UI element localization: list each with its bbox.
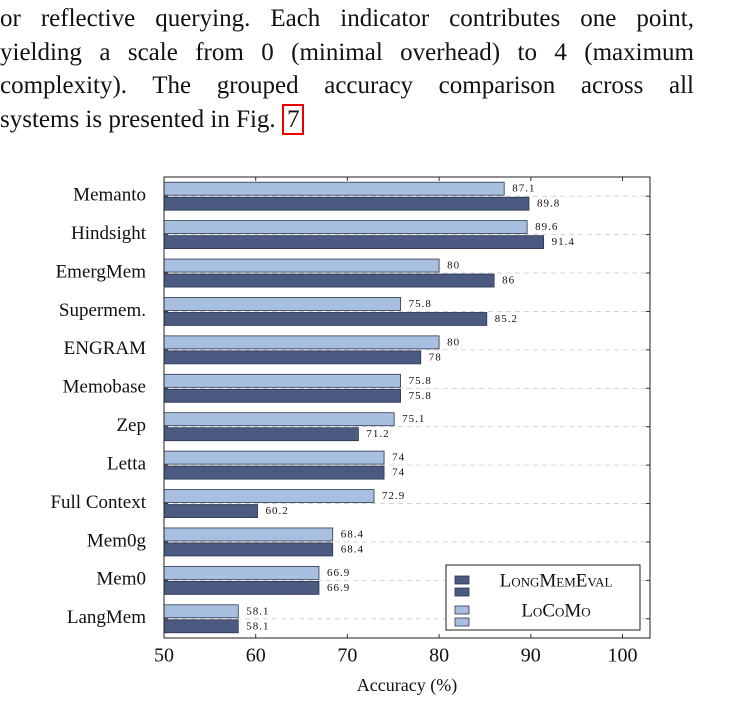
y-tick-label: Full Context xyxy=(50,492,146,513)
bar xyxy=(163,604,239,619)
y-tick-label: Zep xyxy=(116,415,146,436)
y-tick-label: Mem0 xyxy=(96,569,146,590)
bar xyxy=(163,350,422,365)
value-label: 71.2 xyxy=(366,428,389,440)
text: systems is presented in Fig. xyxy=(0,105,276,133)
y-tick-label: Memanto xyxy=(73,185,146,206)
bar xyxy=(163,427,359,442)
legend-label: LoCoMo xyxy=(521,600,590,621)
x-tick-label: 80 xyxy=(429,645,449,667)
value-label: 60.2 xyxy=(266,505,289,517)
bar xyxy=(163,373,401,388)
bar xyxy=(163,335,440,350)
y-tick-label: Supermem. xyxy=(59,300,146,321)
y-tick-label: LangMem xyxy=(67,607,146,628)
bar xyxy=(163,527,334,542)
bar xyxy=(163,297,401,311)
y-tick-label: Letta xyxy=(107,453,147,474)
text-line: or reflective querying. Each indicator c… xyxy=(0,5,694,32)
value-label: 87.1 xyxy=(512,183,535,195)
value-label: 66.9 xyxy=(327,567,350,579)
y-tick-label: EmergMem xyxy=(56,261,147,282)
x-tick-label: 70 xyxy=(337,645,357,667)
figure-ref[interactable]: 7 xyxy=(281,103,305,135)
legend-swatch xyxy=(454,617,470,627)
value-label: 89.8 xyxy=(537,198,560,210)
value-label: 68.4 xyxy=(341,543,364,555)
bar xyxy=(163,542,334,557)
bar xyxy=(163,465,385,480)
y-tick-label: ENGRAM xyxy=(64,338,146,359)
bar xyxy=(163,388,401,403)
bar xyxy=(163,450,385,465)
x-tick-label: 100 xyxy=(607,645,637,667)
value-label: 58.1 xyxy=(246,620,269,632)
value-label: 74 xyxy=(392,452,405,464)
x-tick-label: 60 xyxy=(246,645,266,667)
y-tick-label: Mem0g xyxy=(87,530,147,551)
value-label: 72.9 xyxy=(382,490,405,502)
bar xyxy=(163,489,375,503)
bar xyxy=(163,504,258,518)
bar xyxy=(163,258,440,273)
y-tick-label: Hindsight xyxy=(71,223,147,244)
bar xyxy=(163,619,239,634)
value-label: 68.4 xyxy=(341,528,364,540)
value-label: 74 xyxy=(392,467,405,479)
legend-swatch xyxy=(454,605,470,615)
value-label: 85.2 xyxy=(495,313,518,325)
legend-label: LongMemEval xyxy=(500,570,613,591)
text-line: yielding a scale from 0 (minimal overhea… xyxy=(0,38,694,66)
value-label: 75.8 xyxy=(409,390,432,402)
x-tick-label: 50 xyxy=(154,645,174,667)
value-label: 86 xyxy=(502,275,515,287)
text-line: complexity). The grouped accuracy compar… xyxy=(0,72,694,99)
value-label: 75.8 xyxy=(409,375,432,387)
value-label: 80 xyxy=(447,260,460,272)
bar xyxy=(163,565,320,580)
bar xyxy=(163,273,495,288)
value-label: 89.6 xyxy=(535,221,558,233)
value-label: 91.4 xyxy=(552,236,575,248)
legend-swatch xyxy=(454,587,470,597)
bar xyxy=(163,412,395,427)
value-label: 58.1 xyxy=(246,605,269,617)
value-label: 66.9 xyxy=(327,582,350,594)
value-label: 75.1 xyxy=(402,413,425,425)
value-label: 80 xyxy=(447,336,460,348)
paragraph: or reflective querying. Each indicator c… xyxy=(0,2,694,136)
value-label: 75.8 xyxy=(409,298,432,310)
x-tick-label: 90 xyxy=(521,645,541,667)
bar xyxy=(163,196,530,211)
bar xyxy=(163,235,545,250)
text-line: systems is presented in Fig. 7 xyxy=(0,103,694,137)
bar xyxy=(163,312,488,326)
bar xyxy=(163,181,505,196)
legend-swatch xyxy=(454,575,470,585)
bar xyxy=(163,580,320,595)
legend-box xyxy=(445,564,641,631)
plot-frame xyxy=(163,176,651,639)
x-axis-label: Accuracy (%) xyxy=(357,675,457,696)
y-tick-label: Memobase xyxy=(63,377,146,398)
value-label: 78 xyxy=(429,351,442,363)
bar xyxy=(163,220,528,235)
